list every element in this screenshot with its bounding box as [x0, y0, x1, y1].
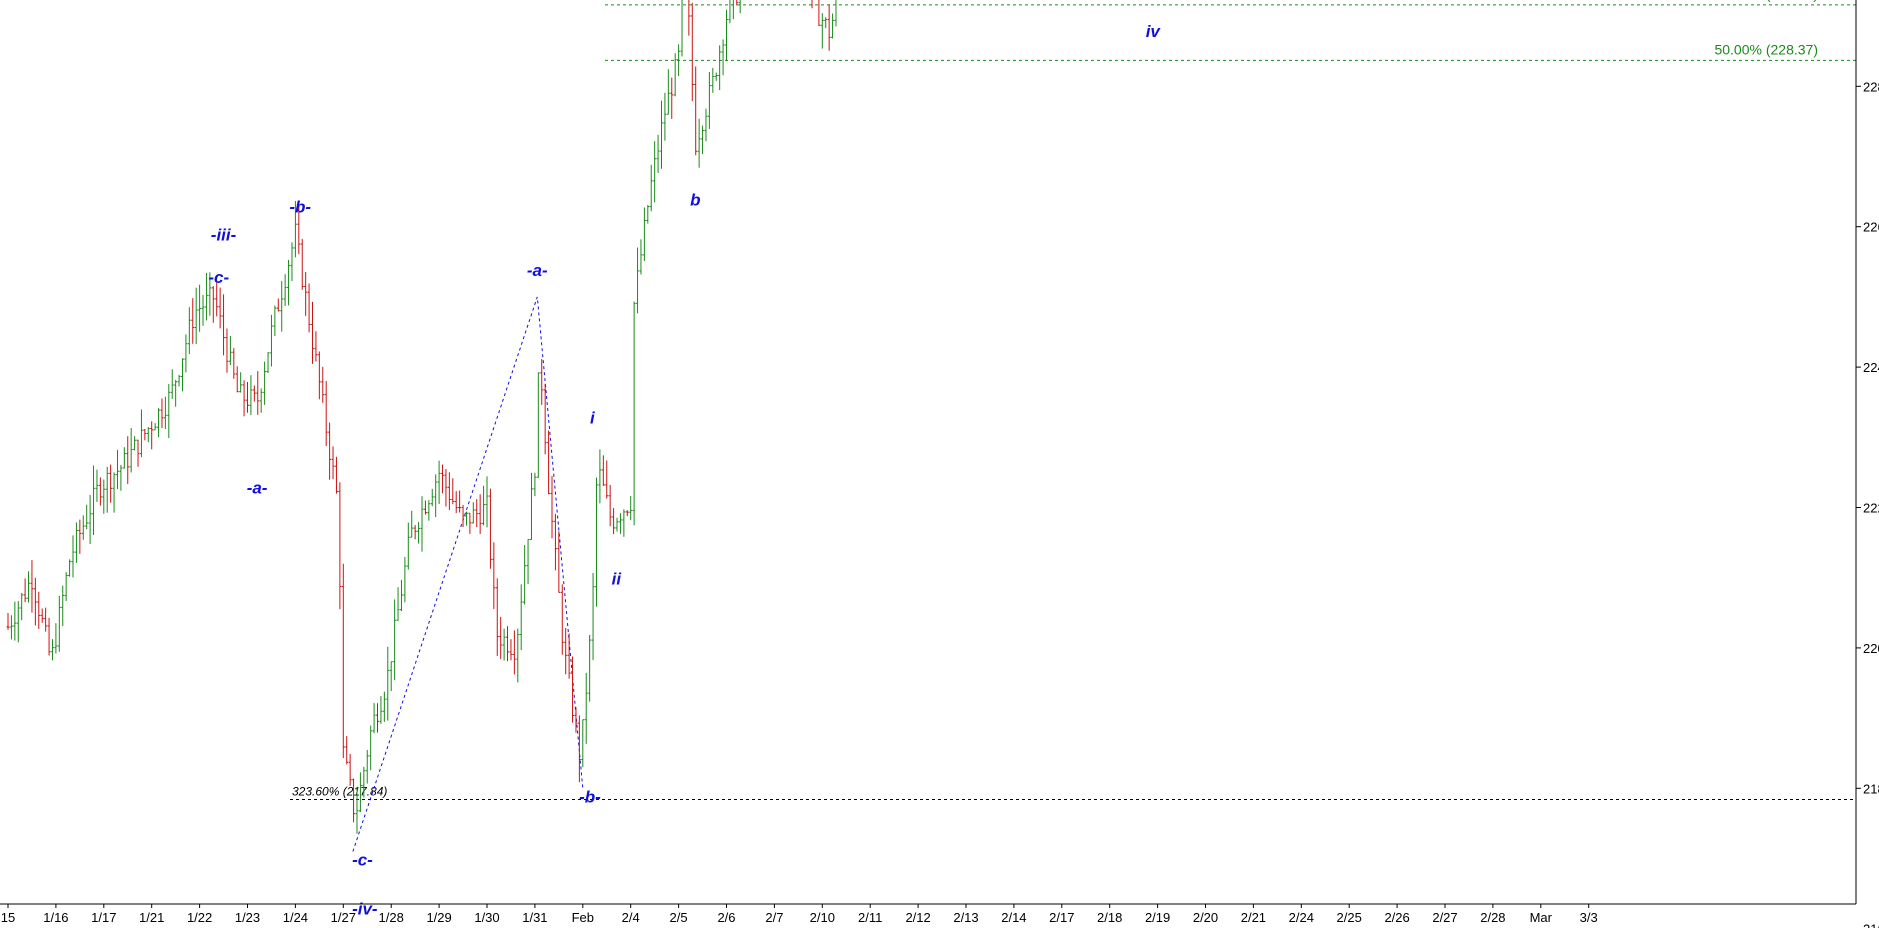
wave-label: b: [690, 191, 700, 210]
x-tick-label: 2/14: [1001, 910, 1026, 925]
wave-label: -b-: [579, 787, 601, 806]
y-tick-label: 218.00: [1863, 781, 1879, 796]
wave-label: -c-: [352, 851, 373, 870]
wave-connector-line: [352, 296, 584, 852]
wave-label: -b-: [289, 198, 311, 217]
x-tick-label: 2/20: [1193, 910, 1218, 925]
annotation-lines: [352, 296, 584, 852]
x-tick-label: 1/21: [139, 910, 164, 925]
x-tick-label: 2/26: [1384, 910, 1409, 925]
wave-label: iv: [1146, 22, 1162, 41]
x-tick-label: 1/28: [379, 910, 404, 925]
x-tick-label: Mar: [1530, 910, 1553, 925]
y-tick-label: 226.00: [1863, 220, 1879, 235]
wave-label: -a-: [247, 478, 268, 497]
x-tick-label: 3/3: [1580, 910, 1598, 925]
x-tick-label: 2/11: [858, 910, 882, 925]
x-tick-label: 1/31: [522, 910, 547, 925]
y-tick-label: 228.00: [1863, 79, 1879, 94]
x-tick-label: 1/23: [235, 910, 260, 925]
price-series: [6, 0, 837, 834]
y-tick-label: 224.00: [1863, 360, 1879, 375]
x-tick-label: 2/13: [953, 910, 978, 925]
x-tick-label: Feb: [572, 910, 594, 925]
x-tick-label: 1/24: [283, 910, 308, 925]
wave-label: -c-: [208, 268, 229, 287]
wave-label: -a-: [527, 261, 548, 280]
x-tick-label: 1/27: [331, 910, 356, 925]
x-tick-label: 2/27: [1432, 910, 1457, 925]
x-tick-label: 2/6: [717, 910, 735, 925]
x-tick-label: 1/29: [426, 910, 451, 925]
x-tick-label: 1/16: [43, 910, 68, 925]
x-tick-label: 2/21: [1241, 910, 1266, 925]
x-tick-label: 2/18: [1097, 910, 1122, 925]
x-tick-label: 2/28: [1480, 910, 1505, 925]
x-tick-label: 2/4: [622, 910, 640, 925]
x-tick-label: 1/17: [91, 910, 116, 925]
x-tick-label: 2/10: [810, 910, 835, 925]
wave-label: ii: [612, 570, 623, 589]
wave-label: -iii-: [211, 226, 237, 245]
wave-label: i: [590, 408, 596, 427]
x-tick-label: 1/30: [474, 910, 499, 925]
x-tick-label: 1/22: [187, 910, 212, 925]
x-tick-label: 2/12: [905, 910, 930, 925]
x-tick-label: 15: [1, 910, 15, 925]
x-tick-label: 2/24: [1289, 910, 1314, 925]
x-tick-label: 2/7: [765, 910, 783, 925]
x-tick-label: 2/19: [1145, 910, 1170, 925]
x-tick-label: 2/17: [1049, 910, 1074, 925]
fib-level-label: 44.10% (229.16): [1714, 0, 1818, 2]
y-tick-label: 216.00: [1863, 922, 1879, 928]
y-tick-label: 222.00: [1863, 501, 1879, 516]
x-tick-label: 2/25: [1337, 910, 1362, 925]
x-tick-label: 2/5: [670, 910, 688, 925]
fib-level-label: 323.60% (217.84): [292, 785, 387, 799]
y-tick-label: 220.00: [1863, 641, 1879, 656]
wave-label: -iv-: [352, 900, 378, 919]
fib-level-label: 50.00% (228.37): [1714, 41, 1818, 57]
